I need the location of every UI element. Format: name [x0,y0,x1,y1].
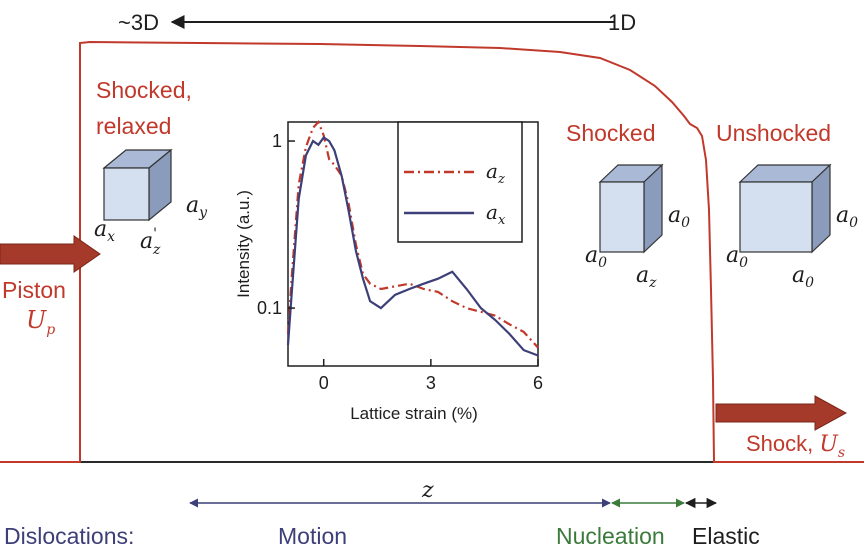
inset-xtick-label: 6 [533,373,543,393]
scale-label-3d: ~3D [118,10,159,35]
relaxed-az-label: a' z [140,226,161,258]
piston-label: Piston [2,277,66,303]
shocked-a0-right-label: a0 [668,203,690,231]
shock-arrow-shape [715,395,848,431]
inset-ytick-label: 0.1 [257,298,282,318]
region-relaxed-line2: relaxed [96,113,171,139]
region-shocked-label: Shocked [566,120,656,146]
unshocked-cube [738,163,832,254]
shock-arrow [715,395,848,431]
relaxed-ay-label: ay [186,193,208,221]
piston-velocity-label: Up [26,306,55,338]
legend-label-az: az [486,159,505,187]
piston-arrow-shape [0,235,101,273]
unshocked-a0-bottom-label: a0 [792,263,814,291]
shocked-cube-front [599,181,645,253]
inset-xlabel: Lattice strain (%) [350,404,478,423]
elastic-label: Elastic [692,523,760,549]
nucleation-label: Nucleation [556,523,665,549]
inset-chart: 0 3 6 1 0.1 Lattice strain (%) Intensity (a.… [234,119,543,423]
shock-profile-curve [0,40,864,463]
inset-legend: az ax [397,121,523,243]
dislocations-label: Dislocations: [4,523,134,549]
shocked-a0-left-label: a0 [585,243,607,271]
inset-ytick-label: 1 [272,131,282,151]
legend-label-ax: ax [486,200,506,228]
region-unshocked-label: Unshocked [716,120,831,146]
scale-label-1d: 1D [608,10,636,35]
relaxed-cube [102,148,173,222]
unshocked-a0-left-label: a0 [726,243,748,271]
inset-series-line-ax [286,136,539,357]
region-relaxed-line1: Shocked, [96,77,192,103]
inset-ticks-layer: 0 3 6 1 0.1 [257,131,543,393]
shocked-az-label: az [636,263,657,291]
inset-xtick-label: 3 [426,373,436,393]
inset-ylabel: Intensity (a.u.) [234,190,253,298]
shocked-cube [598,163,664,254]
inset-xtick-label: 0 [319,373,329,393]
dimensionality-scale: ~3D 1D [118,10,636,35]
inset-series-layer [286,119,539,357]
shock-velocity-label: Shock, Us [746,431,845,461]
motion-label: Motion [278,523,347,549]
piston-arrow [0,235,101,273]
unshocked-cube-front [739,181,813,253]
relaxed-cube-front [103,167,150,221]
position-axis-label: z [421,478,434,503]
relaxed-ax-label: ax [94,217,115,245]
inset-legend-box [397,121,523,243]
unshocked-a0-right-label: a0 [836,203,858,231]
inset-series-line-az [286,119,539,349]
